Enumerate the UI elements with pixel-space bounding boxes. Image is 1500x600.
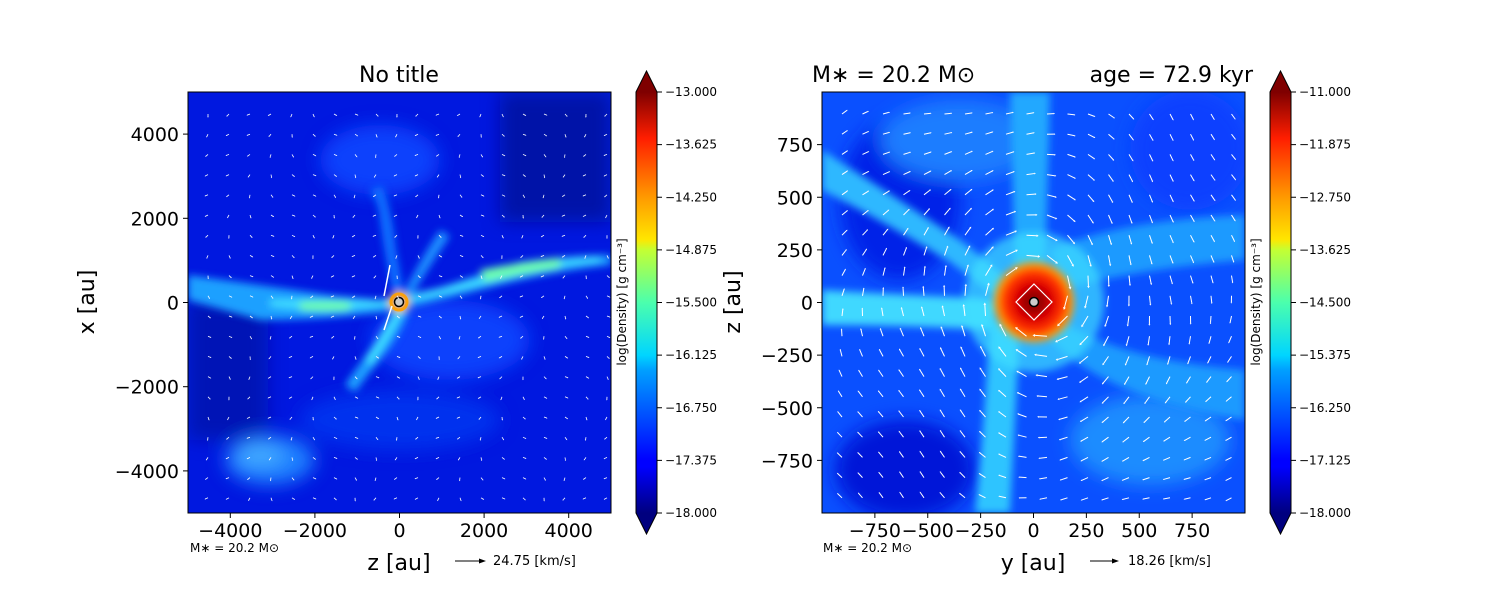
right-ytick-label: 0: [801, 293, 813, 315]
left-colorbar-tick-label: −14.250: [665, 190, 717, 204]
left-colorbar-tick-label: −16.125: [665, 348, 717, 362]
right-title-mass: M∗ = 20.2 M⊙: [812, 63, 975, 88]
left-ytick-label: 4000: [131, 124, 179, 146]
right-velocity-field: [836, 109, 1237, 502]
right-ytick-label: −250: [761, 345, 813, 367]
right-ytick-label: 750: [777, 135, 813, 157]
right-velocity-key-label: 18.26 [km/s]: [1128, 554, 1211, 569]
left-colorbar-tick-label: −15.500: [665, 296, 717, 310]
right-xtick-label: 750: [1174, 520, 1210, 542]
left-colorbar-label: log(Density) [g cm⁻³]: [615, 238, 629, 365]
left-xtick-label: 4000: [545, 520, 593, 542]
left-xtick-label: −2000: [283, 520, 347, 542]
right-colorbar-label: log(Density) [g cm⁻³]: [1249, 238, 1263, 365]
right-ytick-label: −750: [761, 450, 813, 472]
right-colorbar-tick-label: −17.125: [1299, 453, 1351, 467]
right-ytick-label: −500: [761, 398, 813, 420]
left-velocity-field: [204, 113, 611, 502]
right-colorbar-tick-label: −16.250: [1299, 401, 1351, 415]
right-xlabel: y [au]: [1001, 551, 1066, 576]
left-panel: No title: [75, 63, 717, 576]
right-mass-annotation: M∗ = 20.2 M⊙: [823, 541, 912, 555]
left-colorbar: −13.000 −13.625 −14.250 −14.875 −15.500 −16.1…: [615, 69, 717, 536]
left-velocity-key-label: 24.75 [km/s]: [493, 554, 576, 569]
right-colorbar-tick-label: −14.500: [1299, 296, 1351, 310]
left-xtick-label: 2000: [460, 520, 508, 542]
right-ytick-label: 500: [777, 187, 813, 209]
right-sink-particle: [1028, 296, 1040, 308]
left-ytick-label: −2000: [115, 377, 179, 399]
right-velocity-key: 18.26 [km/s]: [1090, 554, 1211, 569]
right-xtick-label: −250: [955, 520, 1007, 542]
right-panel: M∗ = 20.2 M⊙ age = 72.9 kyr: [721, 63, 1351, 576]
right-xtick-label: −500: [902, 520, 954, 542]
right-xtick-label: −750: [849, 520, 901, 542]
left-ylabel: x [au]: [75, 270, 100, 335]
left-ytick-label: 0: [167, 293, 179, 315]
right-colorbar-tick-label: −15.375: [1299, 348, 1351, 362]
left-panel-title: No title: [359, 63, 439, 88]
left-sink-particle: [393, 296, 405, 308]
left-colorbar-tick-label: −13.000: [665, 85, 717, 99]
left-colorbar-tick-label: −14.875: [665, 243, 717, 257]
left-xtick-label: 0: [393, 520, 405, 542]
right-axis-ticks: −750 −500 −250 0 250 500 750−750−500−250025050…: [761, 135, 1210, 542]
left-xtick-label: −4000: [198, 520, 262, 542]
left-density-map: [188, 92, 611, 513]
right-density-map: [822, 92, 1245, 513]
left-velocity-key: 24.75 [km/s]: [455, 554, 576, 569]
left-colorbar-tick-label: −16.750: [665, 401, 717, 415]
right-colorbar-tick-label: −13.625: [1299, 243, 1351, 257]
left-ytick-label: −4000: [115, 461, 179, 483]
right-xtick-label: 500: [1121, 520, 1157, 542]
right-colorbar-tick-label: −18.000: [1299, 506, 1351, 520]
left-colorbar-tick-label: −17.375: [665, 453, 717, 467]
right-ylabel: z [au]: [721, 270, 746, 333]
left-ytick-label: 2000: [131, 208, 179, 230]
right-colorbar-tick-label: −11.000: [1299, 85, 1351, 99]
right-colorbar-tick-label: −11.875: [1299, 138, 1351, 152]
right-xtick-label: 0: [1027, 520, 1039, 542]
left-xlabel: z [au]: [367, 551, 430, 576]
right-colorbar-tick-label: −12.750: [1299, 190, 1351, 204]
left-axis-ticks: −4000 −2000 0 2000 4000 −4000 −2000 0 2000 4000: [115, 124, 593, 542]
right-ytick-label: 250: [777, 240, 813, 262]
left-colorbar-tick-label: −18.000: [665, 506, 717, 520]
right-colorbar: −11.000 −11.875 −12.750 −13.625 −14.500 −15.3…: [1249, 69, 1351, 536]
left-colorbar-tick-label: −13.625: [665, 138, 717, 152]
left-mass-annotation: M∗ = 20.2 M⊙: [190, 541, 279, 555]
right-xtick-label: 250: [1068, 520, 1104, 542]
right-title-age: age = 72.9 kyr: [1090, 63, 1254, 88]
